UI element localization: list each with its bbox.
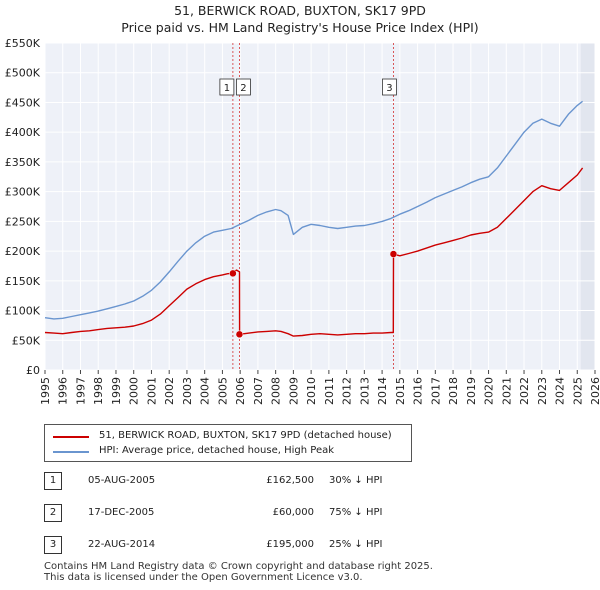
transaction-number: 2 (44, 504, 62, 522)
footer-copyright: Contains HM Land Registry data © Crown c… (44, 561, 433, 572)
y-tick-label: £350K (5, 156, 41, 169)
chart-title-block: 51, BERWICK ROAD, BUXTON, SK17 9PD Price… (0, 2, 600, 36)
plot-background (45, 43, 595, 370)
x-tick-label: 2012 (341, 377, 354, 405)
marker-label-box (236, 78, 251, 96)
sale-point (229, 269, 237, 278)
legend-label-hpi: HPI: Average price, detached house, High… (99, 445, 335, 456)
x-tick-label: 2018 (447, 377, 460, 405)
y-tick-label: £0 (26, 364, 40, 377)
y-axis-ticks: £0 £50K £100K £150K £200K £250K £300K £350K £400… (5, 37, 41, 377)
transaction-price: £162,500 (266, 475, 314, 486)
sale-point (389, 250, 398, 258)
x-tick-label: 2014 (376, 377, 389, 405)
x-tick-label: 2019 (465, 377, 478, 405)
x-tick-label: 2015 (394, 377, 407, 405)
x-tick-label: 2025 (571, 377, 584, 405)
x-tick-label: 1996 (57, 377, 70, 405)
marker-label-box (219, 78, 235, 96)
y-tick-label: £250K (5, 215, 41, 228)
property-series-line (44, 167, 584, 337)
marker-label: 1 (224, 83, 230, 94)
transaction-date: 05-AUG-2005 (88, 475, 156, 486)
y-tick-label: £50K (12, 334, 41, 347)
marker-label: 2 (240, 83, 246, 94)
grid-lines (44, 42, 596, 371)
x-tick-label: 2021 (500, 377, 513, 405)
x-tick-label: 2007 (252, 377, 265, 405)
transaction-hpi-diff: 75% ↓ HPI (329, 507, 383, 518)
sale-point (235, 330, 244, 339)
marker-label-box (382, 78, 397, 96)
x-tick-label: 2011 (323, 377, 336, 405)
table-row: 2 17-DEC-2005 £60,000 75% ↓ HPI (44, 504, 464, 522)
x-tick-label: 1997 (74, 377, 87, 405)
legend: 51, BERWICK ROAD, BUXTON, SK17 9PD (deta… (44, 424, 412, 462)
y-tick-label: £450K (5, 96, 41, 109)
x-tick-label: 2013 (358, 377, 371, 405)
sale-points (229, 250, 398, 339)
transaction-hpi-diff: 30% ↓ HPI (329, 475, 383, 486)
transaction-price: £195,000 (266, 539, 314, 550)
legend-swatch-hpi (53, 451, 89, 453)
transaction-date: 22-AUG-2014 (88, 539, 156, 550)
x-tick-label: 2024 (554, 377, 567, 405)
y-tick-label: £300K (5, 186, 41, 199)
chart-subtitle: Price paid vs. HM Land Registry's House … (121, 20, 479, 35)
x-tick-label: 2006 (234, 377, 247, 405)
x-axis-ticks: 1995 1996 1997 1998 1999 2000 2001 2002 2003 2004… (39, 370, 600, 405)
transaction-number: 1 (44, 472, 62, 490)
x-tick-label: 2022 (518, 377, 531, 405)
legend-swatch-property (53, 436, 89, 438)
table-row: 3 22-AUG-2014 £195,000 25% ↓ HPI (44, 536, 464, 554)
x-tick-label: 1995 (39, 377, 52, 405)
x-tick-label: 2002 (163, 377, 176, 405)
x-tick-label: 2026 (589, 377, 600, 405)
chart-title: 51, BERWICK ROAD, BUXTON, SK17 9PD (174, 3, 426, 18)
x-tick-label: 2020 (483, 377, 496, 405)
transaction-number: 3 (44, 536, 62, 554)
forecast-band (580, 43, 595, 370)
x-tick-label: 2003 (181, 377, 194, 405)
y-tick-label: £550K (5, 37, 41, 50)
x-tick-label: 2008 (270, 377, 283, 405)
transaction-date: 17-DEC-2005 (88, 507, 155, 518)
transaction-price: £60,000 (272, 507, 314, 518)
x-tick-label: 2023 (536, 377, 549, 405)
y-tick-label: £500K (5, 67, 41, 80)
x-tick-label: 2017 (429, 377, 442, 405)
marker-label: 3 (386, 83, 392, 94)
hpi-series-line (44, 100, 584, 320)
y-tick-label: £400K (5, 126, 41, 139)
x-tick-label: 2000 (128, 377, 141, 405)
x-tick-label: 2004 (199, 377, 212, 405)
x-tick-label: 2016 (412, 377, 425, 405)
series-lines (44, 100, 584, 337)
footer-attribution: Contains HM Land Registry data © Crown c… (44, 561, 433, 583)
x-tick-label: 2009 (287, 377, 300, 405)
x-tick-label: 1999 (110, 377, 123, 405)
y-tick-label: £150K (5, 275, 41, 288)
y-tick-label: £200K (5, 245, 41, 258)
x-tick-label: 2005 (216, 377, 229, 405)
footer-license: This data is licensed under the Open Gov… (44, 572, 363, 583)
x-tick-label: 1998 (92, 377, 105, 405)
x-tick-label: 2001 (145, 377, 158, 405)
legend-label-property: 51, BERWICK ROAD, BUXTON, SK17 9PD (deta… (99, 430, 392, 441)
y-tick-label: £100K (5, 305, 41, 318)
x-tick-label: 2010 (305, 377, 318, 405)
table-row: 1 05-AUG-2005 £162,500 30% ↓ HPI (44, 472, 464, 490)
transaction-hpi-diff: 25% ↓ HPI (329, 539, 383, 550)
